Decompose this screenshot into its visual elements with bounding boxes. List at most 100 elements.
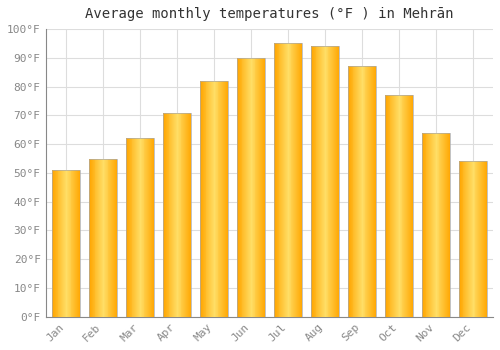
Bar: [54, 170, 55, 317]
Bar: [280, 43, 281, 317]
Bar: [311, 46, 312, 317]
Bar: [212, 81, 213, 317]
Bar: [386, 95, 387, 317]
Bar: [152, 138, 153, 317]
Bar: [368, 66, 370, 317]
Bar: [63, 170, 64, 317]
Bar: [55, 170, 56, 317]
Bar: [350, 66, 351, 317]
Bar: [324, 46, 325, 317]
Bar: [362, 66, 363, 317]
Bar: [364, 66, 366, 317]
Bar: [349, 66, 350, 317]
Bar: [252, 58, 253, 317]
Bar: [459, 161, 460, 317]
Bar: [350, 66, 352, 317]
Bar: [65, 170, 66, 317]
Bar: [92, 159, 94, 317]
Bar: [299, 43, 300, 317]
Bar: [408, 95, 409, 317]
Bar: [89, 159, 117, 317]
Bar: [410, 95, 411, 317]
Bar: [478, 161, 480, 317]
Bar: [352, 66, 354, 317]
Bar: [448, 133, 449, 317]
Bar: [176, 112, 177, 317]
Bar: [180, 112, 182, 317]
Bar: [52, 170, 53, 317]
Bar: [360, 66, 361, 317]
Bar: [436, 133, 437, 317]
Bar: [174, 112, 175, 317]
Bar: [467, 161, 468, 317]
Bar: [218, 81, 220, 317]
Bar: [397, 95, 398, 317]
Bar: [201, 81, 202, 317]
Bar: [385, 95, 412, 317]
Bar: [202, 81, 204, 317]
Bar: [200, 81, 201, 317]
Bar: [103, 159, 104, 317]
Bar: [106, 159, 108, 317]
Bar: [430, 133, 432, 317]
Bar: [446, 133, 447, 317]
Bar: [314, 46, 316, 317]
Bar: [139, 138, 140, 317]
Bar: [469, 161, 470, 317]
Bar: [90, 159, 91, 317]
Bar: [314, 46, 315, 317]
Bar: [288, 43, 289, 317]
Bar: [320, 46, 322, 317]
Bar: [185, 112, 186, 317]
Bar: [480, 161, 481, 317]
Bar: [294, 43, 296, 317]
Bar: [165, 112, 166, 317]
Bar: [89, 159, 90, 317]
Bar: [70, 170, 72, 317]
Bar: [260, 58, 261, 317]
Bar: [238, 58, 239, 317]
Bar: [208, 81, 210, 317]
Bar: [200, 81, 228, 317]
Bar: [168, 112, 170, 317]
Bar: [213, 81, 214, 317]
Bar: [62, 170, 64, 317]
Bar: [137, 138, 138, 317]
Bar: [459, 161, 486, 317]
Bar: [290, 43, 291, 317]
Bar: [316, 46, 318, 317]
Bar: [249, 58, 250, 317]
Bar: [370, 66, 371, 317]
Bar: [326, 46, 327, 317]
Bar: [462, 161, 464, 317]
Bar: [402, 95, 404, 317]
Bar: [422, 133, 450, 317]
Bar: [100, 159, 101, 317]
Bar: [411, 95, 412, 317]
Bar: [140, 138, 141, 317]
Bar: [318, 46, 320, 317]
Bar: [114, 159, 115, 317]
Bar: [78, 170, 79, 317]
Bar: [470, 161, 471, 317]
Bar: [361, 66, 362, 317]
Bar: [476, 161, 478, 317]
Bar: [262, 58, 263, 317]
Bar: [440, 133, 442, 317]
Bar: [445, 133, 446, 317]
Bar: [111, 159, 112, 317]
Bar: [406, 95, 407, 317]
Bar: [56, 170, 57, 317]
Bar: [276, 43, 278, 317]
Bar: [60, 170, 62, 317]
Bar: [187, 112, 188, 317]
Bar: [388, 95, 389, 317]
Bar: [142, 138, 143, 317]
Bar: [297, 43, 298, 317]
Bar: [338, 46, 339, 317]
Bar: [227, 81, 228, 317]
Bar: [442, 133, 444, 317]
Bar: [134, 138, 136, 317]
Bar: [366, 66, 368, 317]
Bar: [226, 81, 227, 317]
